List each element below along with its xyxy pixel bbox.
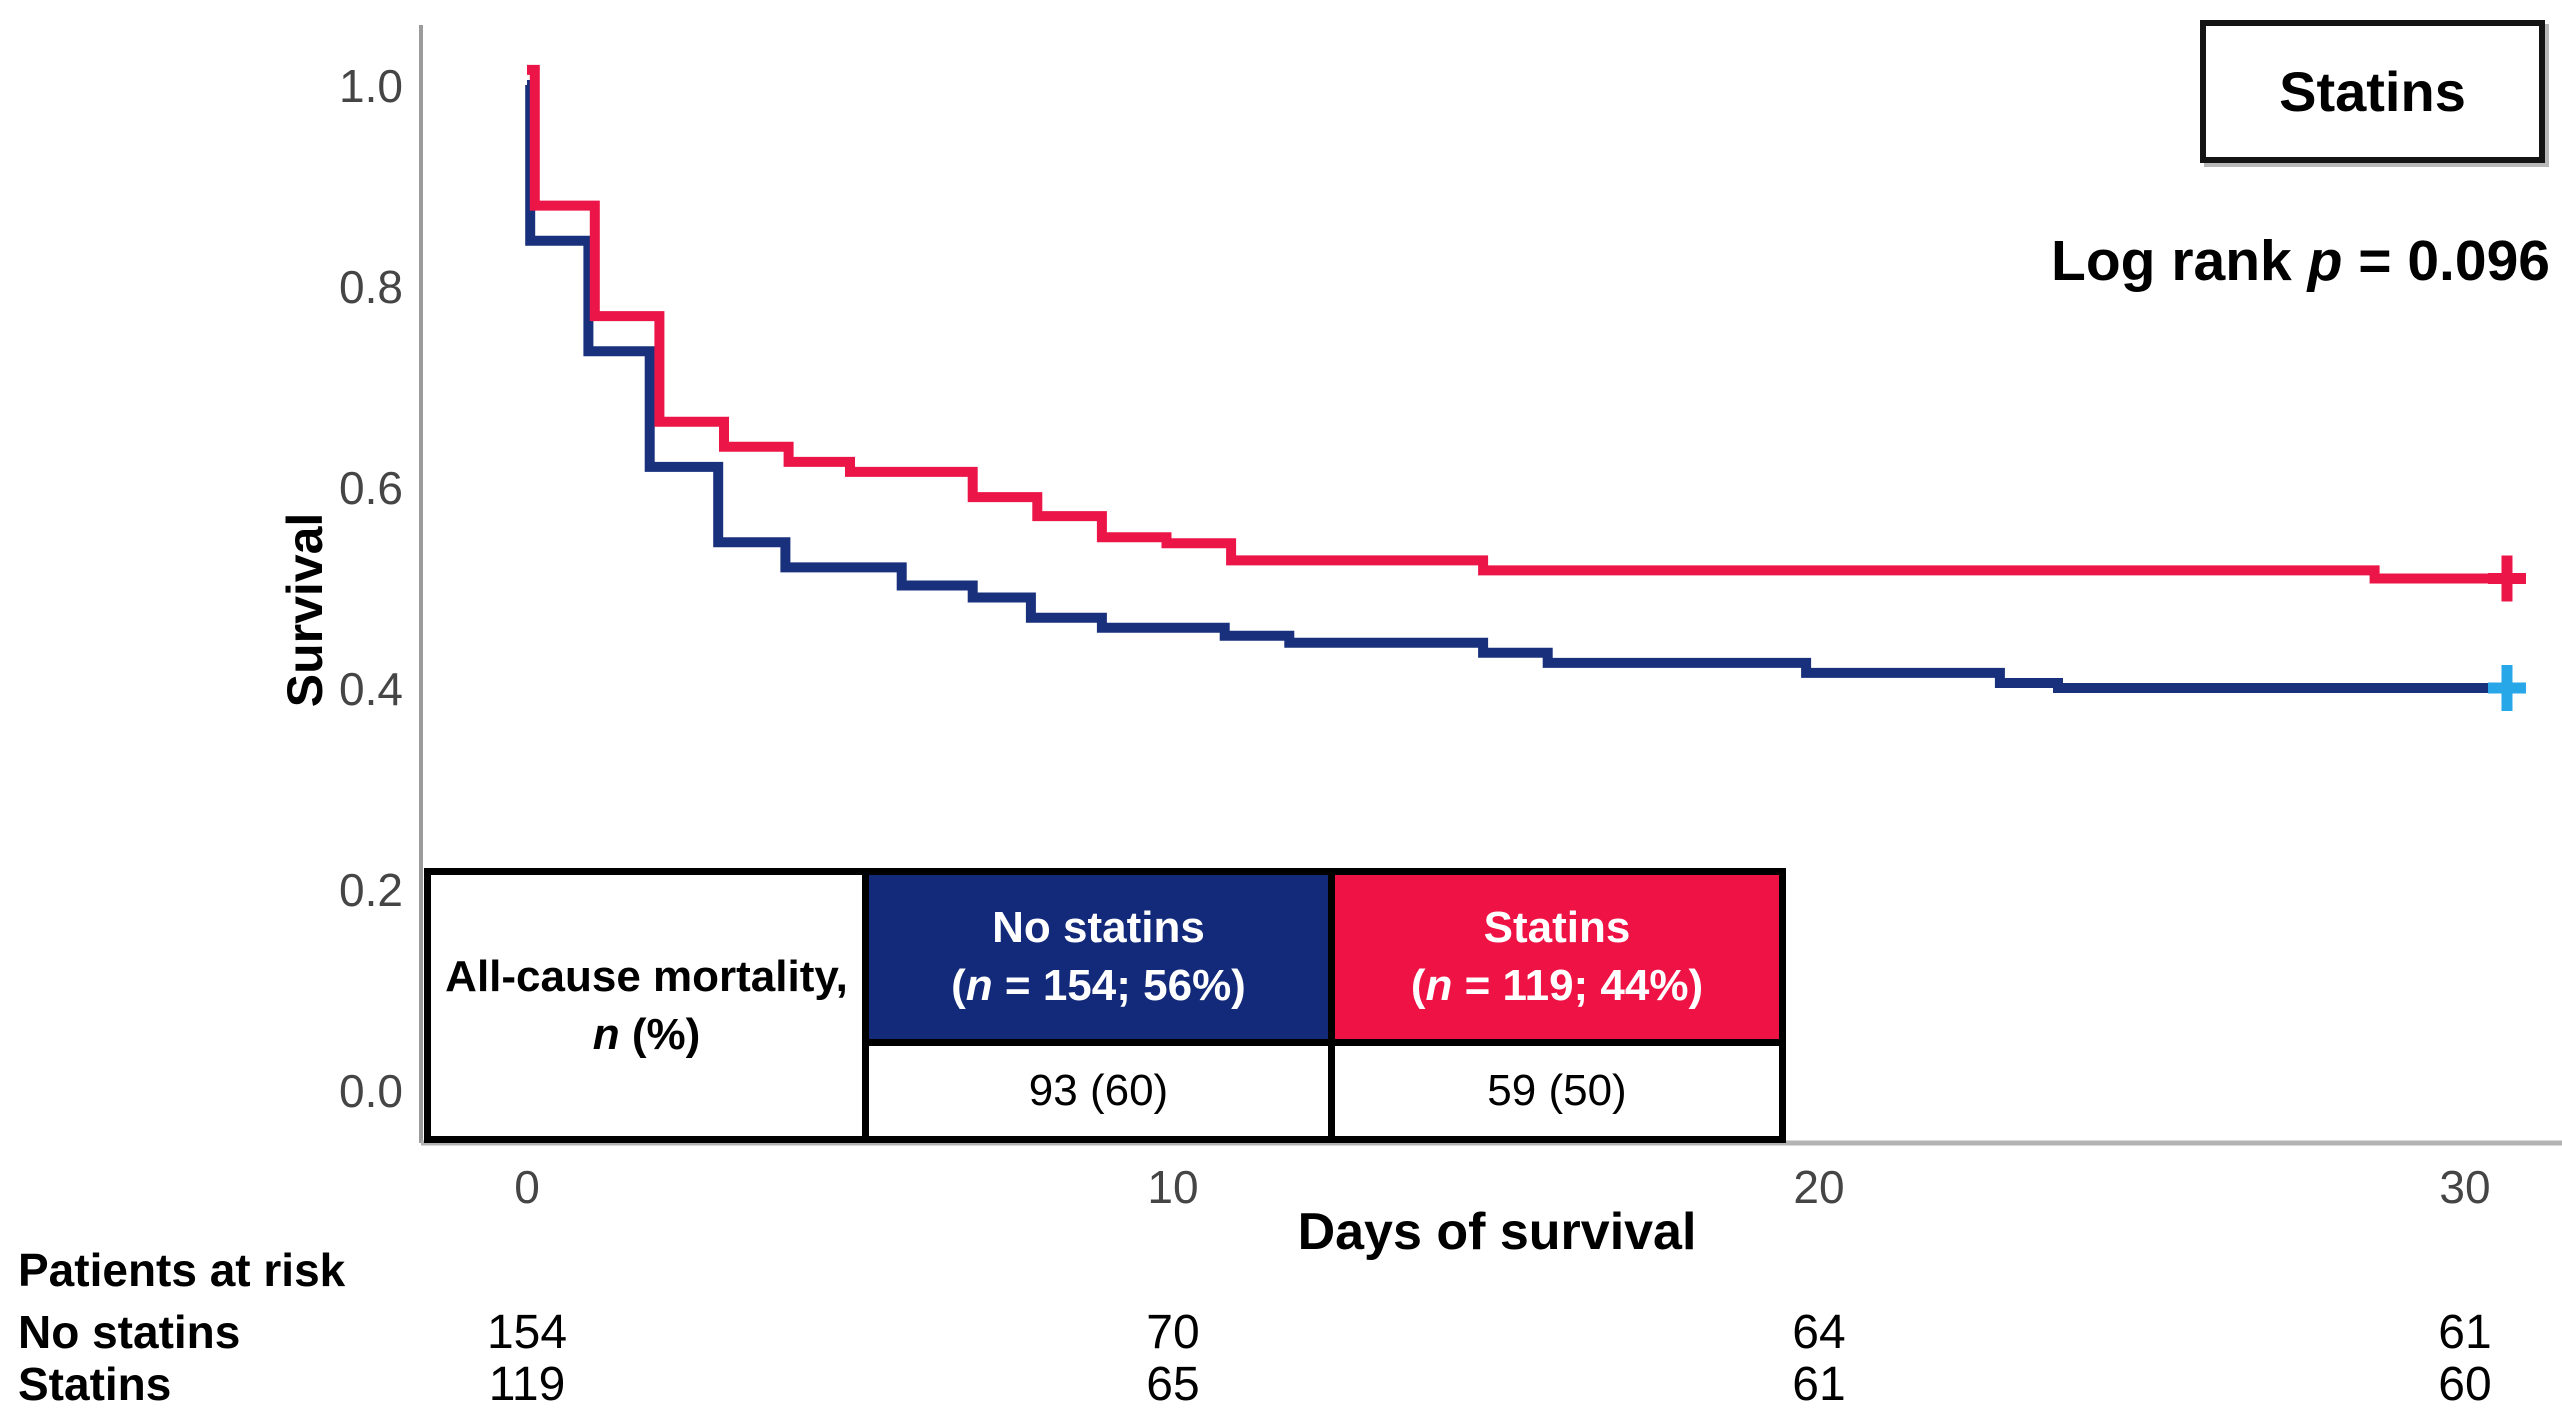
y-tick-label: 1.0	[339, 60, 403, 112]
mortality-header-no-statins: No statins (n = 154; 56%)	[862, 875, 1328, 1046]
mortality-count-no-statins: 93 (60)	[1028, 1066, 1169, 1115]
header-statins-n: n	[1425, 961, 1453, 1010]
patients-at-risk-title: Patients at risk	[18, 1244, 346, 1296]
logrank-annotation: Log rank p = 0.096	[1750, 228, 2550, 294]
mortality-count-statins: 59 (50)	[1487, 1066, 1627, 1115]
logrank-prefix: Log rank	[2051, 229, 2308, 293]
mortality-label-pct: (%)	[619, 1009, 701, 1059]
y-tick-label: 0.0	[339, 1065, 403, 1117]
header-no-statins-name: No statins	[992, 903, 1205, 952]
risk-row-label-statins: Statins	[18, 1358, 172, 1410]
header-statins-name: Statins	[1483, 903, 1631, 952]
x-tick-label: 30	[2439, 1161, 2491, 1213]
header-statins-paren: (	[1410, 961, 1426, 1010]
censor-marks	[2487, 555, 2526, 711]
x-tick-label: 10	[1147, 1161, 1199, 1213]
risk-count: 119	[488, 1358, 566, 1411]
risk-count: 64	[1792, 1306, 1846, 1359]
risk-row-label-no-statins: No statins	[18, 1306, 241, 1358]
x-tick-label: 0	[514, 1161, 540, 1213]
statins-curve	[527, 64, 2517, 584]
mortality-row-label: All-cause mortality, n (%)	[431, 875, 862, 1136]
y-tick-label: 0.8	[339, 261, 403, 313]
risk-count: 154	[486, 1306, 568, 1359]
risk-count: 65	[1146, 1358, 1200, 1411]
risk-count: 70	[1146, 1306, 1200, 1359]
risk-count: 60	[2438, 1358, 2492, 1411]
header-no-statins-count: = 154; 56%)	[992, 961, 1246, 1010]
y-tick-label: 0.6	[339, 462, 403, 514]
header-statins-count: = 119; 44%)	[1452, 961, 1704, 1010]
risk-count: 61	[1792, 1358, 1846, 1411]
legend-box: Statins	[2200, 20, 2545, 163]
mortality-label-n: n	[592, 1009, 620, 1059]
mortality-label-line1: All-cause mortality,	[445, 951, 848, 1001]
mortality-value-statins: 59 (50)	[1328, 1046, 1779, 1136]
y-tick-label: 0.4	[339, 663, 403, 715]
logrank-value: = 0.096	[2342, 229, 2550, 293]
risk-count: 61	[2438, 1306, 2492, 1359]
header-no-statins-n: n	[965, 961, 993, 1010]
mortality-table: All-cause mortality, n (%) No statins (n…	[424, 868, 1786, 1143]
y-tick-label: 0.2	[339, 864, 403, 916]
no-statins-curve	[525, 80, 2517, 693]
mortality-value-no-statins: 93 (60)	[862, 1046, 1328, 1136]
logrank-p-symbol: p	[2307, 229, 2343, 293]
x-tick-label: 20	[1793, 1161, 1845, 1213]
mortality-header-statins: Statins (n = 119; 44%)	[1328, 875, 1779, 1046]
header-no-statins-paren: (	[951, 961, 966, 1010]
legend-label: Statins	[2279, 60, 2466, 123]
x-axis-title: Days of survival	[1297, 1203, 1697, 1261]
